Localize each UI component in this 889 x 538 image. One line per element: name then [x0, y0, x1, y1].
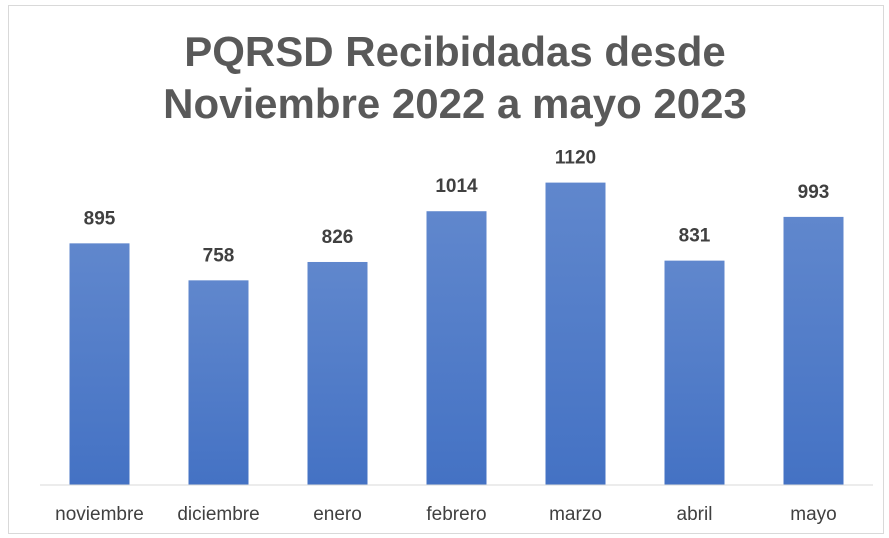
x-tick-label: mayo [790, 504, 836, 525]
chart-title: PQRSD Recibidadas desde Noviembre 2022 a… [163, 28, 747, 127]
value-label: 1120 [555, 148, 596, 169]
value-label: 1014 [435, 176, 478, 197]
value-label: 758 [203, 245, 235, 266]
value-label: 831 [679, 226, 711, 247]
x-tick-label: diciembre [177, 504, 259, 525]
x-tick-label: febrero [426, 504, 486, 525]
bar [307, 261, 368, 485]
x-tick-label: noviembre [55, 504, 144, 525]
value-label: 895 [84, 208, 116, 229]
value-label: 826 [322, 227, 354, 248]
value-label: 993 [798, 182, 830, 203]
bar [69, 243, 130, 485]
bar [188, 280, 249, 485]
x-tick-label: enero [313, 504, 362, 525]
x-tick-label: marzo [549, 504, 602, 525]
chart-frame [8, 5, 884, 534]
x-tick-label: abril [677, 504, 713, 525]
bar [545, 182, 606, 485]
bar [664, 260, 725, 485]
bar [426, 211, 487, 485]
bar [783, 216, 844, 485]
